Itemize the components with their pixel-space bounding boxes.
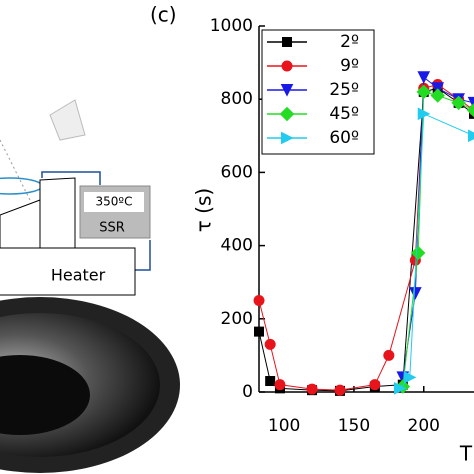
- series-line: [399, 113, 474, 389]
- marker: [466, 102, 474, 118]
- marker: [468, 129, 474, 143]
- marker: [416, 84, 431, 100]
- marker: [417, 71, 431, 84]
- marker: [403, 371, 417, 384]
- setup-diagram: 350ºC SSR Heater: [0, 99, 180, 473]
- legend-label: 9º: [340, 56, 359, 76]
- marker: [417, 107, 431, 121]
- y-tick-label: 0: [242, 382, 253, 402]
- x-tick-label: 100: [268, 416, 300, 436]
- marker: [254, 326, 264, 337]
- legend-label: 60º: [329, 128, 359, 148]
- marker: [253, 295, 265, 306]
- marker: [451, 95, 466, 111]
- marker: [281, 60, 293, 72]
- legend-label: 45º: [329, 104, 359, 124]
- y-tick-label: 1000: [210, 16, 253, 36]
- x-tick-label: 200: [408, 416, 440, 436]
- y-tick-label: 400: [221, 236, 253, 256]
- y-tick-label: 200: [221, 309, 253, 329]
- temp-label: 350ºC: [96, 195, 133, 209]
- y-axis-label: τ (s): [192, 188, 216, 232]
- marker: [265, 376, 276, 387]
- x-tick-label: 150: [338, 416, 370, 436]
- marker: [264, 338, 276, 350]
- marker: [306, 383, 318, 395]
- marker: [281, 131, 294, 145]
- legend-label: 25º: [329, 80, 359, 100]
- marker: [383, 349, 395, 361]
- marker: [369, 379, 381, 391]
- marker: [430, 88, 445, 103]
- marker: [394, 382, 407, 395]
- marker: [279, 106, 295, 122]
- marker: [280, 84, 294, 97]
- series-line: [402, 76, 474, 378]
- y-tick-label: 800: [221, 89, 253, 109]
- marker: [282, 37, 292, 47]
- y-tick-label: 600: [221, 162, 253, 182]
- heater-label: Heater: [51, 266, 106, 285]
- panel-label: (c): [150, 3, 177, 27]
- legend: 2º 9º 25º 45º 60º: [261, 29, 375, 155]
- ssr-label: SSR: [99, 221, 125, 236]
- x-axis-label: T: [459, 442, 473, 466]
- marker: [431, 82, 445, 95]
- marker: [410, 245, 426, 261]
- legend-label: 2º: [340, 32, 359, 52]
- marker: [334, 384, 346, 396]
- marker: [274, 379, 286, 391]
- marker: [409, 287, 422, 300]
- legend-box: [261, 29, 375, 155]
